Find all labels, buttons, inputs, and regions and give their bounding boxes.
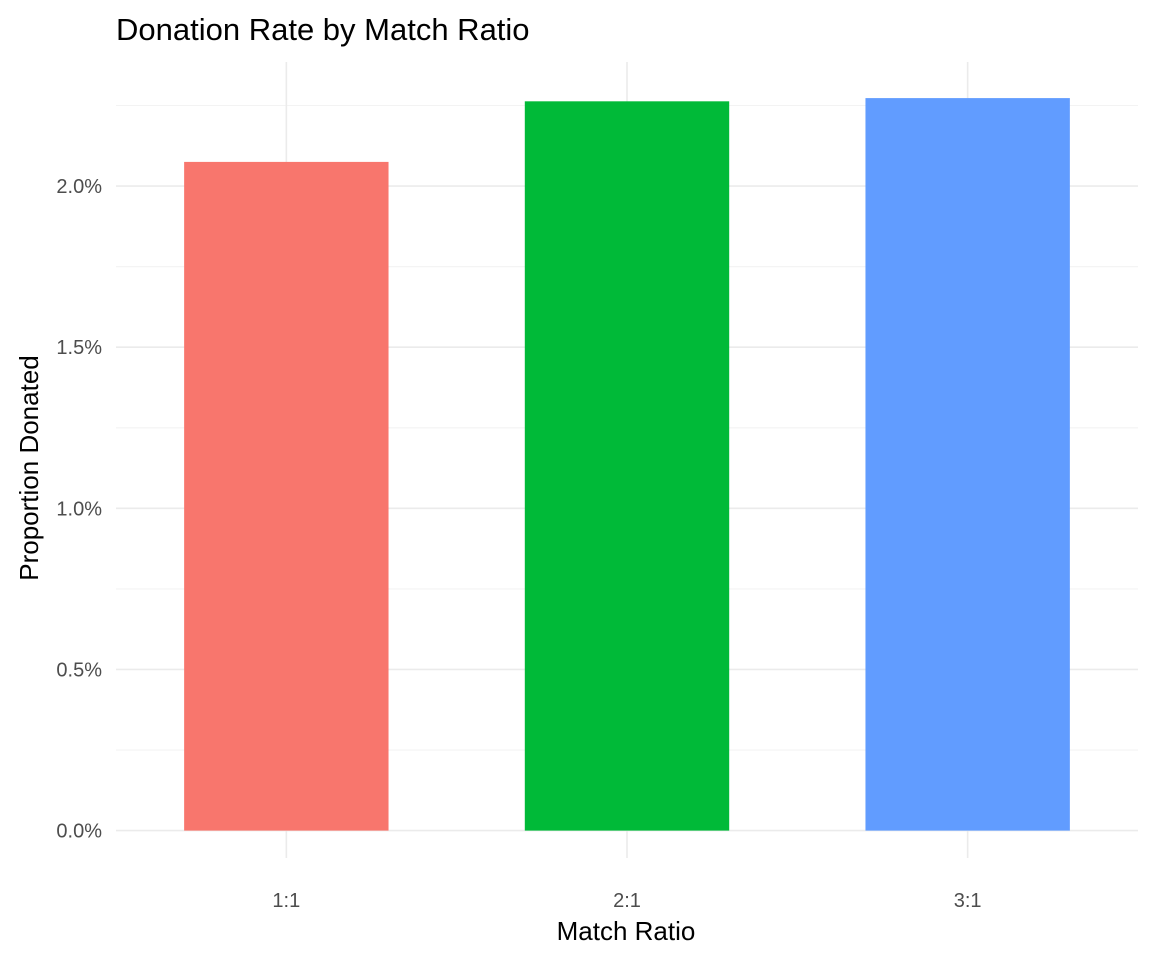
y-tick-label: 0.0% — [56, 821, 102, 843]
x-tick-labels: 1:1 2:1 3:1 — [272, 890, 981, 912]
y-tick-labels: 0.0% 0.5% 1.0% 1.5% 2.0% — [56, 176, 102, 843]
bar-3-to-1 — [865, 98, 1070, 831]
y-tick-label: 1.0% — [56, 498, 102, 520]
x-tick-label: 2:1 — [613, 890, 641, 912]
x-axis-title: Match Ratio — [557, 916, 696, 946]
bar-2-to-1 — [524, 101, 730, 831]
bars — [184, 98, 1070, 831]
y-tick-label: 2.0% — [56, 176, 102, 198]
bar-1-to-1 — [184, 161, 389, 831]
x-tick-label: 1:1 — [272, 890, 300, 912]
y-axis-title: Proportion Donated — [14, 355, 44, 580]
y-tick-label: 1.5% — [56, 337, 102, 359]
x-tick-label: 3:1 — [954, 890, 982, 912]
y-tick-label: 0.5% — [56, 659, 102, 681]
chart-title: Donation Rate by Match Ratio — [116, 12, 530, 47]
